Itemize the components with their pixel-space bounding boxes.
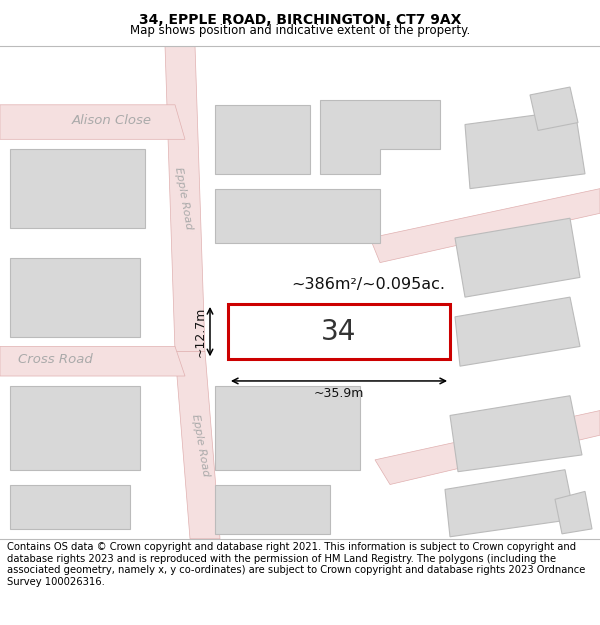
Polygon shape xyxy=(375,411,600,484)
Polygon shape xyxy=(465,110,585,189)
Text: Alison Close: Alison Close xyxy=(72,114,152,127)
Text: ~12.7m: ~12.7m xyxy=(194,306,207,357)
Polygon shape xyxy=(215,189,380,243)
Polygon shape xyxy=(165,46,205,351)
Polygon shape xyxy=(0,105,185,139)
Polygon shape xyxy=(455,297,580,366)
Polygon shape xyxy=(320,100,440,174)
Text: ~386m²/~0.095ac.: ~386m²/~0.095ac. xyxy=(291,278,445,292)
Polygon shape xyxy=(10,484,130,529)
Polygon shape xyxy=(370,189,600,262)
Polygon shape xyxy=(10,386,140,470)
Polygon shape xyxy=(215,105,310,174)
Text: Map shows position and indicative extent of the property.: Map shows position and indicative extent… xyxy=(130,24,470,38)
Text: Contains OS data © Crown copyright and database right 2021. This information is : Contains OS data © Crown copyright and d… xyxy=(7,542,586,587)
Polygon shape xyxy=(228,304,450,359)
Polygon shape xyxy=(0,346,185,376)
Text: 34, EPPLE ROAD, BIRCHINGTON, CT7 9AX: 34, EPPLE ROAD, BIRCHINGTON, CT7 9AX xyxy=(139,12,461,27)
Polygon shape xyxy=(215,386,360,470)
Polygon shape xyxy=(555,491,592,534)
Polygon shape xyxy=(445,470,575,537)
Polygon shape xyxy=(215,484,330,534)
Text: Epple Road: Epple Road xyxy=(190,413,211,477)
Polygon shape xyxy=(10,258,140,337)
Polygon shape xyxy=(455,218,580,297)
Polygon shape xyxy=(175,351,220,539)
Text: 34: 34 xyxy=(322,318,356,346)
Text: Cross Road: Cross Road xyxy=(18,352,93,366)
Text: Epple Road: Epple Road xyxy=(173,166,193,231)
Text: ~35.9m: ~35.9m xyxy=(314,387,364,400)
Polygon shape xyxy=(10,149,145,228)
Polygon shape xyxy=(530,87,578,131)
Polygon shape xyxy=(450,396,582,472)
